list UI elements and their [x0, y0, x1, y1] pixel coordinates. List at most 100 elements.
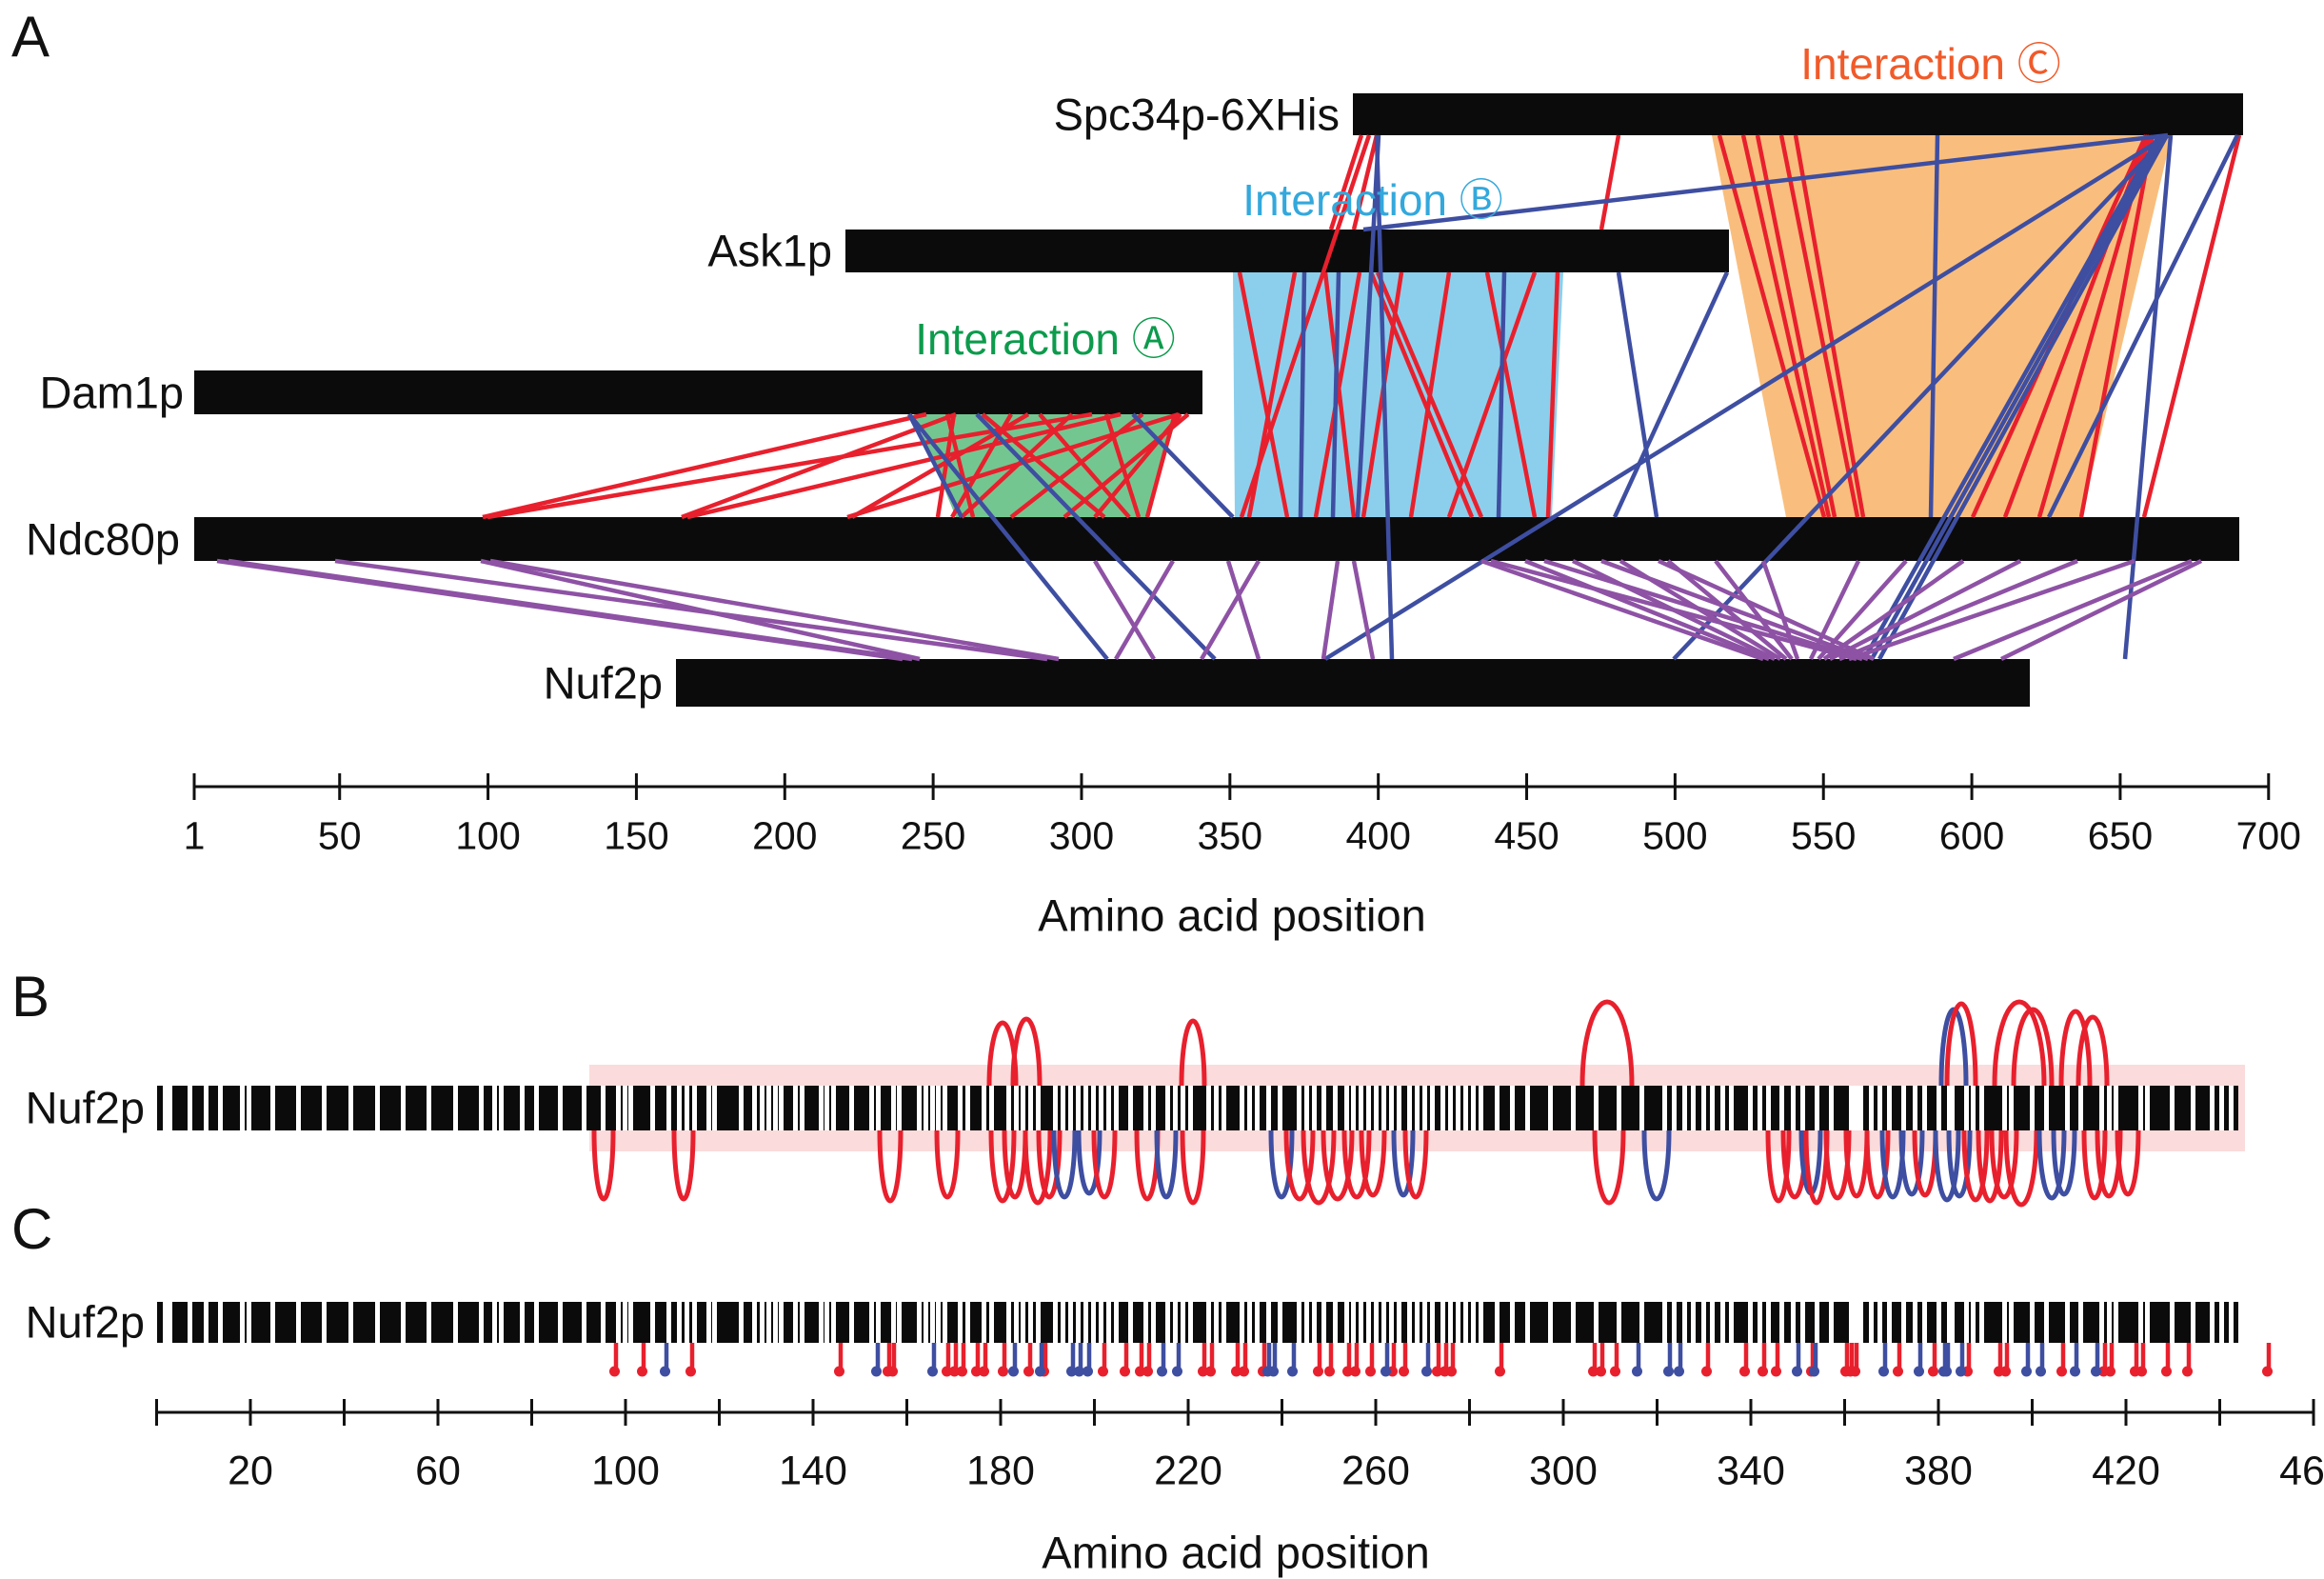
nuf2p-bar-stripe — [1682, 1086, 1687, 1130]
nuf2p-bar-stripe — [891, 1086, 896, 1130]
nuf2p-bar-stripe — [1758, 1302, 1762, 1343]
panel-a-tick-label: 1 — [183, 813, 206, 858]
nuf2p-bar-stripe — [558, 1086, 563, 1130]
nuf2p-bar-stripe — [375, 1086, 380, 1130]
nuf2p-bar-stripe — [924, 1302, 928, 1343]
nuf2p-bar-stripe — [1076, 1302, 1081, 1343]
panel-a-tick-label: 450 — [1494, 813, 1559, 858]
nuf2p-bar-stripe — [831, 1302, 836, 1343]
nuf2p-bar-stripe — [427, 1086, 431, 1130]
nuf2p-bar-stripe — [779, 1302, 784, 1343]
protein-label-nuf2p-b: Nuf2p — [25, 1082, 145, 1133]
nuf2p-bar-stripe — [1617, 1086, 1621, 1130]
nuf2p-bar-stripe — [1091, 1302, 1096, 1343]
nuf2p-bar-stripe — [1901, 1302, 1906, 1343]
nuf2p-bar-stripe — [831, 1086, 836, 1130]
protein-label-ndc80p: Ndc80p — [26, 513, 180, 565]
crosslink-line-red — [2078, 134, 2155, 518]
nuf2p-bar-stripe — [1151, 1086, 1156, 1130]
nuf2p-bar-stripe — [2210, 1302, 2215, 1343]
crosslink-line-red — [1545, 271, 1560, 518]
nuf2p-bar-stripe — [1173, 1302, 1178, 1343]
nuf2p-bar-stripe — [1214, 1086, 1219, 1130]
crosslink-line-purple — [1953, 558, 2193, 662]
mutation-mark-dot — [1739, 1366, 1750, 1377]
nuf2p-bar-stripe — [2002, 1086, 2007, 1130]
mutation-mark-dot — [1850, 1366, 1860, 1377]
nuf2p-bar-stripe — [479, 1086, 484, 1130]
nuf2p-bar-stripe — [824, 1302, 829, 1343]
panel-c-tick-label: 380 — [1904, 1448, 1973, 1494]
nuf2p-bar-stripe — [766, 1086, 771, 1130]
nuf2p-bar-stripe — [1366, 1086, 1371, 1130]
nuf2p-bar-stripe — [2065, 1086, 2070, 1130]
nuf2p-bar-stripe — [793, 1086, 798, 1130]
nuf2p-bar-stripe — [1151, 1302, 1156, 1343]
nuf2p-bar-stripe — [793, 1302, 798, 1343]
nuf2p-bar-stripe — [1922, 1302, 1927, 1343]
mutation-mark-dot — [1758, 1366, 1768, 1377]
crosslink-loop-red — [1944, 1001, 1978, 1087]
nuf2p-bar-stripe — [1887, 1086, 1892, 1130]
nuf2p-bar-stripe — [1479, 1086, 1483, 1130]
nuf2p-bar-stripe — [1913, 1302, 1917, 1343]
nuf2p-bar-stripe — [247, 1302, 251, 1343]
nuf2p-bar-stripe — [322, 1302, 327, 1343]
nuf2p-bar-stripe — [1682, 1302, 1687, 1343]
crosslink-line-blue — [2122, 134, 2174, 660]
nuf2p-bar-stripe — [2099, 1086, 2104, 1130]
nuf2p-bar-stripe — [982, 1302, 986, 1343]
nuf2p-bar-stripe — [666, 1302, 671, 1343]
crosslink-loop-red — [1091, 1129, 1118, 1200]
nuf2p-bar-stripe — [1440, 1302, 1445, 1343]
crosslink-line-red — [1368, 271, 1475, 518]
nuf2p-bar-stripe — [1188, 1086, 1193, 1130]
mutation-mark-dot — [1701, 1366, 1712, 1377]
interaction-b-label: Interaction Ⓑ — [1242, 175, 1503, 225]
mutation-mark-dot — [942, 1366, 952, 1377]
crosslink-line-blue — [1496, 271, 1507, 518]
mutation-mark-dot — [1610, 1366, 1620, 1377]
nuf2p-bar-stripe — [1255, 1086, 1260, 1130]
nuf2p-bar-stripe — [1165, 1302, 1170, 1343]
mutation-mark-dot — [2000, 1366, 2011, 1377]
panel-c-letter: C — [11, 1197, 53, 1261]
nuf2p-bar-stripe — [582, 1302, 586, 1343]
nuf2p-bar-stripe — [520, 1302, 525, 1343]
crosslink-loop-blue — [1051, 1129, 1078, 1200]
nuf2p-bar-stripe — [1143, 1086, 1148, 1130]
nuf2p-bar-stripe — [1036, 1302, 1041, 1343]
nuf2p-bar-stripe — [1947, 1302, 1952, 1343]
nuf2p-bar-stripe — [752, 1086, 757, 1130]
nuf2p-bar-stripe — [924, 1086, 928, 1130]
nuf2p-bar-stripe — [930, 1086, 935, 1130]
mutation-mark-dot — [1956, 1366, 1966, 1377]
mutation-mark-dot — [2161, 1366, 2172, 1377]
mutation-mark-dot — [1324, 1366, 1335, 1377]
nuf2p-bar-stripe — [1950, 1086, 1955, 1130]
nuf2p-bar-stripe — [943, 1302, 947, 1343]
nuf2p-bar-stripe — [1548, 1302, 1553, 1343]
nuf2p-bar-stripe — [1456, 1302, 1460, 1343]
nuf2p-bar-stripe — [1106, 1086, 1111, 1130]
mutation-mark-dot — [1157, 1366, 1167, 1377]
nuf2p-bar-stripe — [1854, 1086, 1858, 1130]
nuf2p-bar-stripe — [1006, 1302, 1011, 1343]
nuf2p-bar-stripe — [401, 1302, 406, 1343]
crosslink-line-red — [1793, 134, 1866, 518]
nuf2p-bar-stripe — [1662, 1302, 1667, 1343]
crosslink-loop-red — [1283, 1129, 1316, 1202]
crosslink-line-purple — [1351, 560, 1376, 660]
crosslink-loop-red — [1402, 1129, 1429, 1200]
nuf2p-bar-stripe — [1510, 1302, 1515, 1343]
panel-c-tick-label: 60 — [415, 1448, 461, 1494]
mutation-mark-dot — [2036, 1366, 2046, 1377]
mutation-mark-dot — [660, 1366, 670, 1377]
nuf2p-bar-stripe — [1214, 1302, 1219, 1343]
crosslink-line-purple — [1658, 558, 1875, 662]
crosslink-loop-red — [1989, 1129, 2019, 1200]
nuf2p-bar-stripe — [650, 1302, 655, 1343]
nuf2p-bar-stripe — [1456, 1086, 1460, 1130]
nuf2p-bar-stripe — [1815, 1302, 1819, 1343]
nuf2p-bar-stripe — [453, 1086, 458, 1130]
